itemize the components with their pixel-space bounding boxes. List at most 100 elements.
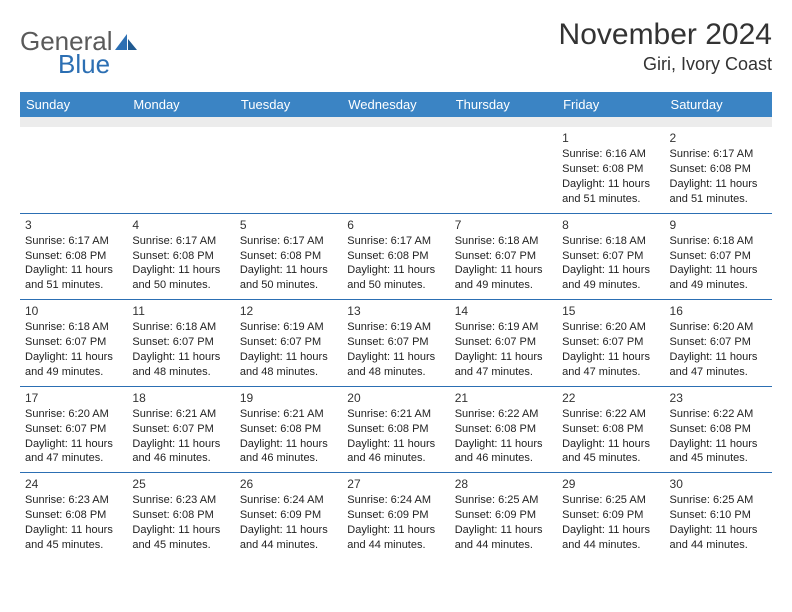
day-number: 1 xyxy=(562,130,659,146)
day-sunset: Sunset: 6:07 PM xyxy=(455,249,552,264)
day-sunset: Sunset: 6:08 PM xyxy=(670,162,767,177)
calendar-day: 3Sunrise: 6:17 AMSunset: 6:08 PMDaylight… xyxy=(20,213,127,300)
day-sunrise: Sunrise: 6:25 AM xyxy=(670,493,767,508)
day-sunset: Sunset: 6:08 PM xyxy=(562,162,659,177)
calendar-day: 4Sunrise: 6:17 AMSunset: 6:08 PMDaylight… xyxy=(127,213,234,300)
day-sunset: Sunset: 6:08 PM xyxy=(455,422,552,437)
calendar-week: 17Sunrise: 6:20 AMSunset: 6:07 PMDayligh… xyxy=(20,386,772,473)
day-sunset: Sunset: 6:08 PM xyxy=(347,249,444,264)
day-daylight: Daylight: 11 hours and 45 minutes. xyxy=(670,437,767,467)
location: Giri, Ivory Coast xyxy=(559,54,772,75)
day-daylight: Daylight: 11 hours and 45 minutes. xyxy=(25,523,122,553)
day-daylight: Daylight: 11 hours and 47 minutes. xyxy=(25,437,122,467)
day-daylight: Daylight: 11 hours and 49 minutes. xyxy=(562,263,659,293)
day-header: Wednesday xyxy=(342,92,449,117)
day-sunset: Sunset: 6:08 PM xyxy=(670,422,767,437)
calendar-day: 22Sunrise: 6:22 AMSunset: 6:08 PMDayligh… xyxy=(557,386,664,473)
day-sunrise: Sunrise: 6:17 AM xyxy=(132,234,229,249)
header: GeneralBlue November 2024 Giri, Ivory Co… xyxy=(20,18,772,80)
day-daylight: Daylight: 11 hours and 47 minutes. xyxy=(562,350,659,380)
day-sunrise: Sunrise: 6:24 AM xyxy=(240,493,337,508)
calendar-day: 9Sunrise: 6:18 AMSunset: 6:07 PMDaylight… xyxy=(665,213,772,300)
logo-sail-icon xyxy=(115,34,139,57)
day-daylight: Daylight: 11 hours and 45 minutes. xyxy=(562,437,659,467)
day-sunrise: Sunrise: 6:18 AM xyxy=(455,234,552,249)
day-number: 28 xyxy=(455,476,552,492)
header-spacer xyxy=(20,117,772,127)
day-sunset: Sunset: 6:08 PM xyxy=(25,249,122,264)
day-sunrise: Sunrise: 6:19 AM xyxy=(347,320,444,335)
day-sunrise: Sunrise: 6:25 AM xyxy=(455,493,552,508)
day-sunset: Sunset: 6:08 PM xyxy=(25,508,122,523)
day-sunrise: Sunrise: 6:18 AM xyxy=(25,320,122,335)
day-sunrise: Sunrise: 6:20 AM xyxy=(25,407,122,422)
calendar-day: 10Sunrise: 6:18 AMSunset: 6:07 PMDayligh… xyxy=(20,300,127,387)
day-number: 8 xyxy=(562,217,659,233)
logo: GeneralBlue xyxy=(20,26,139,80)
day-header: Tuesday xyxy=(235,92,342,117)
day-sunrise: Sunrise: 6:16 AM xyxy=(562,147,659,162)
day-number: 10 xyxy=(25,303,122,319)
logo-text-blue: Blue xyxy=(58,49,110,80)
calendar-day: 5Sunrise: 6:17 AMSunset: 6:08 PMDaylight… xyxy=(235,213,342,300)
day-sunset: Sunset: 6:09 PM xyxy=(240,508,337,523)
calendar-day-empty xyxy=(450,127,557,213)
day-number: 30 xyxy=(670,476,767,492)
day-daylight: Daylight: 11 hours and 51 minutes. xyxy=(562,177,659,207)
calendar-week: 3Sunrise: 6:17 AMSunset: 6:08 PMDaylight… xyxy=(20,213,772,300)
day-sunrise: Sunrise: 6:17 AM xyxy=(670,147,767,162)
calendar-day: 28Sunrise: 6:25 AMSunset: 6:09 PMDayligh… xyxy=(450,473,557,559)
calendar-day: 17Sunrise: 6:20 AMSunset: 6:07 PMDayligh… xyxy=(20,386,127,473)
day-number: 18 xyxy=(132,390,229,406)
calendar-day: 30Sunrise: 6:25 AMSunset: 6:10 PMDayligh… xyxy=(665,473,772,559)
calendar-week: 10Sunrise: 6:18 AMSunset: 6:07 PMDayligh… xyxy=(20,300,772,387)
day-number: 21 xyxy=(455,390,552,406)
day-daylight: Daylight: 11 hours and 44 minutes. xyxy=(562,523,659,553)
day-daylight: Daylight: 11 hours and 46 minutes. xyxy=(347,437,444,467)
calendar-week: 24Sunrise: 6:23 AMSunset: 6:08 PMDayligh… xyxy=(20,473,772,559)
day-daylight: Daylight: 11 hours and 44 minutes. xyxy=(455,523,552,553)
calendar-day: 16Sunrise: 6:20 AMSunset: 6:07 PMDayligh… xyxy=(665,300,772,387)
day-daylight: Daylight: 11 hours and 44 minutes. xyxy=(347,523,444,553)
day-sunrise: Sunrise: 6:22 AM xyxy=(670,407,767,422)
day-sunrise: Sunrise: 6:18 AM xyxy=(132,320,229,335)
calendar-day: 23Sunrise: 6:22 AMSunset: 6:08 PMDayligh… xyxy=(665,386,772,473)
calendar-day-empty xyxy=(127,127,234,213)
day-sunrise: Sunrise: 6:22 AM xyxy=(455,407,552,422)
day-daylight: Daylight: 11 hours and 49 minutes. xyxy=(670,263,767,293)
day-daylight: Daylight: 11 hours and 46 minutes. xyxy=(240,437,337,467)
day-sunset: Sunset: 6:07 PM xyxy=(25,335,122,350)
day-sunrise: Sunrise: 6:22 AM xyxy=(562,407,659,422)
calendar-day: 6Sunrise: 6:17 AMSunset: 6:08 PMDaylight… xyxy=(342,213,449,300)
day-sunrise: Sunrise: 6:23 AM xyxy=(132,493,229,508)
day-daylight: Daylight: 11 hours and 51 minutes. xyxy=(25,263,122,293)
calendar-day: 11Sunrise: 6:18 AMSunset: 6:07 PMDayligh… xyxy=(127,300,234,387)
day-sunrise: Sunrise: 6:18 AM xyxy=(562,234,659,249)
day-number: 2 xyxy=(670,130,767,146)
day-daylight: Daylight: 11 hours and 47 minutes. xyxy=(670,350,767,380)
day-number: 20 xyxy=(347,390,444,406)
day-number: 14 xyxy=(455,303,552,319)
calendar-day-empty xyxy=(20,127,127,213)
calendar-day: 8Sunrise: 6:18 AMSunset: 6:07 PMDaylight… xyxy=(557,213,664,300)
calendar-day: 12Sunrise: 6:19 AMSunset: 6:07 PMDayligh… xyxy=(235,300,342,387)
day-sunrise: Sunrise: 6:17 AM xyxy=(25,234,122,249)
day-header: Friday xyxy=(557,92,664,117)
day-sunrise: Sunrise: 6:20 AM xyxy=(562,320,659,335)
day-sunset: Sunset: 6:07 PM xyxy=(347,335,444,350)
day-sunset: Sunset: 6:07 PM xyxy=(25,422,122,437)
calendar-day: 14Sunrise: 6:19 AMSunset: 6:07 PMDayligh… xyxy=(450,300,557,387)
day-number: 19 xyxy=(240,390,337,406)
day-sunset: Sunset: 6:08 PM xyxy=(240,249,337,264)
day-number: 15 xyxy=(562,303,659,319)
day-sunset: Sunset: 6:10 PM xyxy=(670,508,767,523)
calendar-day: 25Sunrise: 6:23 AMSunset: 6:08 PMDayligh… xyxy=(127,473,234,559)
day-sunset: Sunset: 6:07 PM xyxy=(670,249,767,264)
day-sunset: Sunset: 6:09 PM xyxy=(562,508,659,523)
day-header: Sunday xyxy=(20,92,127,117)
day-sunrise: Sunrise: 6:21 AM xyxy=(132,407,229,422)
calendar-day: 20Sunrise: 6:21 AMSunset: 6:08 PMDayligh… xyxy=(342,386,449,473)
day-daylight: Daylight: 11 hours and 48 minutes. xyxy=(240,350,337,380)
day-sunset: Sunset: 6:07 PM xyxy=(132,335,229,350)
day-daylight: Daylight: 11 hours and 44 minutes. xyxy=(670,523,767,553)
